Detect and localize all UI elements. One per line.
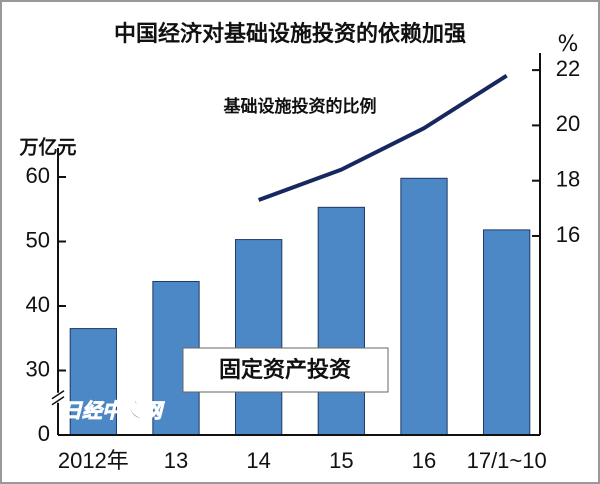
line — [257, 73, 508, 202]
watermark: 日经中文网 — [62, 399, 165, 423]
y-axis-label: 万亿元 — [18, 136, 76, 159]
x-tick-label: 15 — [329, 448, 353, 473]
x-tick-label: 16 — [412, 448, 436, 473]
x-tick-label: 14 — [246, 448, 270, 473]
y-tick-label: 60 — [26, 163, 50, 188]
y2-axis-label: % — [558, 32, 579, 57]
axis-break-mark — [51, 390, 65, 400]
x-tick-label: 2012年 — [58, 448, 129, 473]
x-tick-label: 13 — [164, 448, 188, 473]
y-tick-label: 30 — [26, 356, 50, 381]
bar — [317, 206, 365, 436]
bar — [69, 328, 117, 436]
y-tick-label: 40 — [26, 292, 50, 317]
line-label: 基础设施投资的比例 — [223, 96, 377, 117]
bar — [483, 229, 531, 436]
chart-title: 中国经济对基础设施投资的依赖加强 — [114, 21, 466, 47]
x-tick-label: 17/1~10 — [467, 448, 547, 473]
bar-label: 固定资产投资 — [219, 357, 351, 383]
axis-break-gap — [50, 392, 66, 403]
bar-label-box — [182, 347, 389, 393]
y2-tick-label: 22 — [556, 56, 580, 81]
y2-tick-label: 16 — [556, 222, 580, 247]
y2-tick-label: 20 — [556, 111, 580, 136]
axis-break-mark — [51, 396, 65, 406]
y2-tick-label: 18 — [556, 166, 580, 191]
y-tick-label: 50 — [26, 227, 50, 252]
bar — [235, 239, 283, 436]
bar — [400, 177, 448, 436]
y-origin-label: 0 — [38, 421, 50, 446]
